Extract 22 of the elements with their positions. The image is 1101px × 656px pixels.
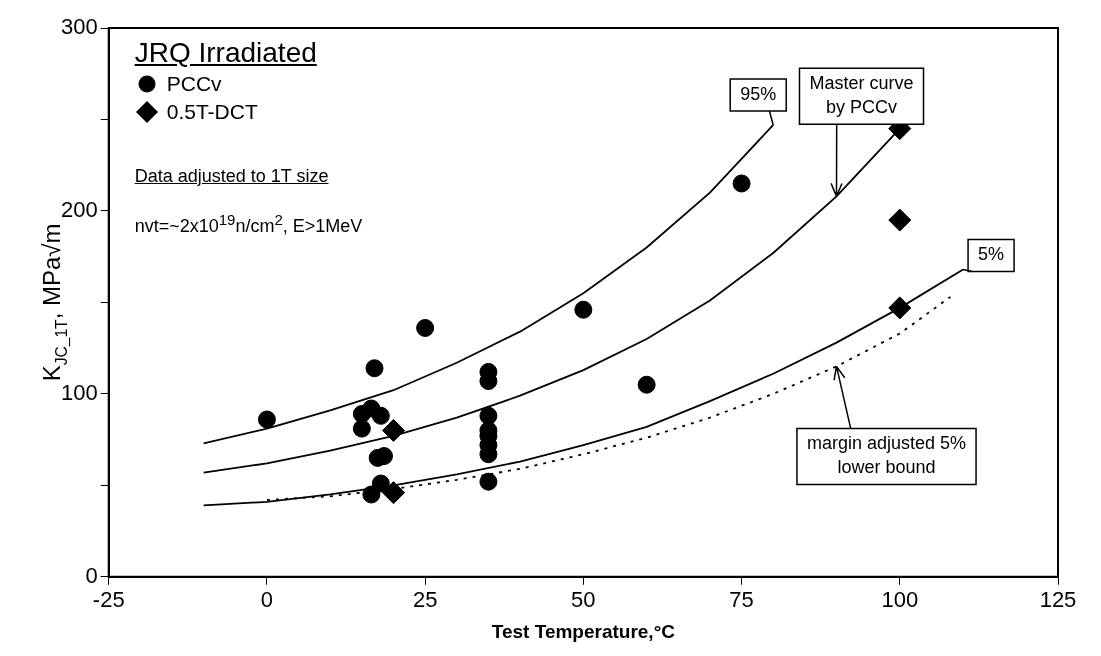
x-tick-label: 25 — [412, 587, 438, 613]
x-axis-title: Test Temperature,°C — [491, 620, 676, 642]
x-tick-label: 75 — [729, 587, 754, 613]
x-tick-label: 100 — [881, 587, 919, 613]
annotation: 95% — [740, 83, 777, 104]
legend-label: PCCv — [166, 71, 222, 97]
annotation: Data adjusted to 1T size — [134, 166, 330, 187]
legend-title: JRQ Irradiated — [134, 36, 318, 70]
annotation: nvt=~2x10$^{19}$n/cm$^{2}$, E>1MeV — [134, 211, 363, 237]
y-tick-label: 300 — [60, 14, 98, 40]
annotation: 5% — [978, 244, 1005, 265]
annotation: margin adjusted 5% lower bound — [806, 433, 967, 478]
y-axis-title: KJC_1T, MPa√m — [38, 223, 72, 382]
legend-label: 0.5T-DCT — [166, 99, 258, 125]
annotation: Master curve by PCCv — [809, 73, 914, 118]
x-tick-label: -25 — [92, 587, 125, 613]
y-tick-label: 100 — [60, 379, 98, 405]
x-tick-label: 125 — [1039, 587, 1077, 613]
x-tick-label: 50 — [571, 587, 596, 613]
y-tick-label: 0 — [85, 562, 98, 588]
y-tick-label: 200 — [60, 197, 98, 222]
x-tick-label: 0 — [260, 587, 274, 613]
